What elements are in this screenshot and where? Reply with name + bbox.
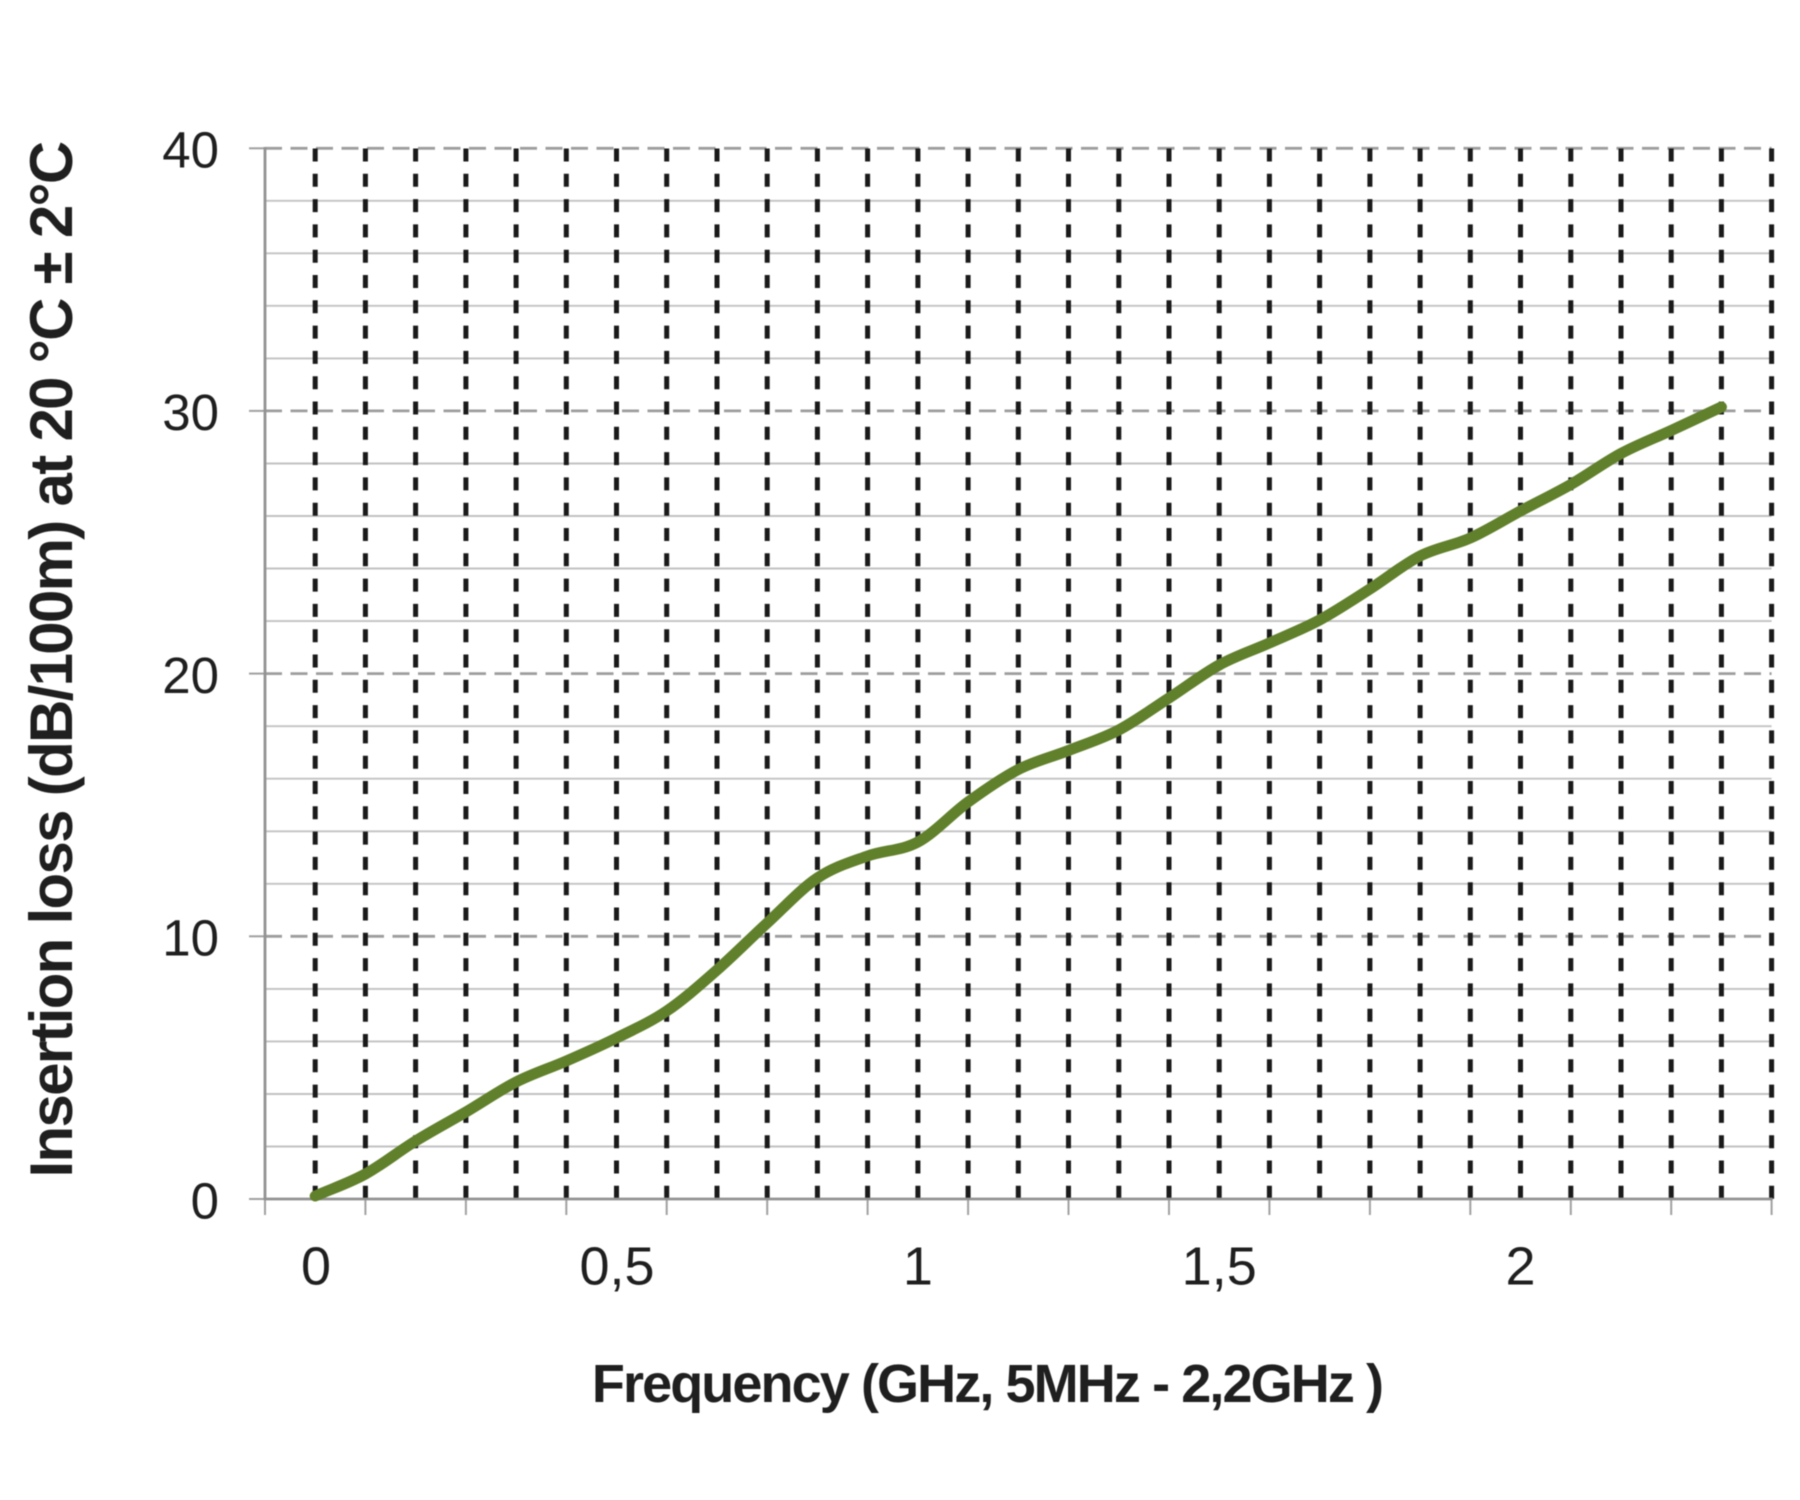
svg-text:20: 20 — [162, 647, 219, 704]
svg-text:2: 2 — [1505, 1237, 1535, 1297]
svg-text:0: 0 — [301, 1237, 331, 1297]
svg-text:40: 40 — [162, 122, 219, 179]
svg-text:30: 30 — [162, 384, 219, 441]
svg-text:Frequency (GHz, 5MHz - 2,2GHz: Frequency (GHz, 5MHz - 2,2GHz ) — [592, 1354, 1382, 1414]
svg-text:Insertion loss (dB/100m) at 20: Insertion loss (dB/100m) at 20 °C ± 2°C — [18, 142, 85, 1177]
svg-text:1: 1 — [903, 1237, 933, 1297]
svg-text:0,5: 0,5 — [579, 1237, 654, 1297]
svg-text:10: 10 — [162, 910, 219, 967]
svg-text:0: 0 — [191, 1172, 219, 1229]
svg-text:1,5: 1,5 — [1182, 1237, 1257, 1297]
